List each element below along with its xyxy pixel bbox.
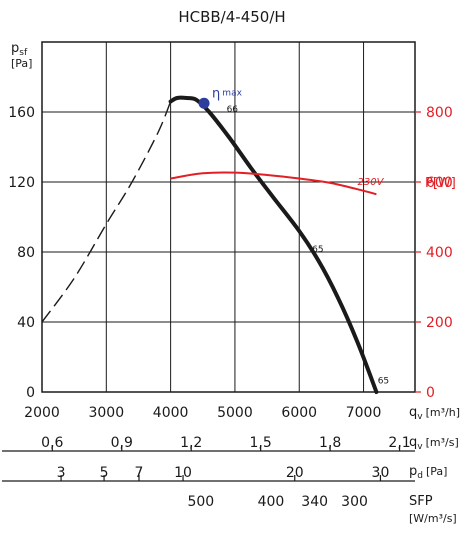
x-m3s-label-sub: v: [417, 442, 423, 452]
x-m3h-label-unit: [m³/h]: [426, 406, 460, 419]
x-sfp-tick-label: 500: [187, 494, 214, 510]
x-m3h-label-sub: v: [417, 412, 423, 422]
y-left-unit: [Pa]: [11, 57, 32, 70]
y-left-tick-label: 40: [17, 315, 35, 331]
x-m3h-tick-label: 7000: [346, 405, 382, 421]
x-pd-label-sub: d: [417, 471, 423, 481]
x-m3h-tick-label: 4000: [153, 405, 189, 421]
y-right-tick-labels: 0 200 400 600 800: [415, 105, 453, 401]
y-right-tick-label: 600: [426, 175, 453, 191]
x-pd-tick-label: 30: [372, 465, 390, 481]
x-axes: 2000 3000 4000 5000 6000 7000 qv [m³/h] 0,6 0,9…: [2, 405, 460, 525]
x-pd-label-unit: [Pa]: [426, 465, 447, 478]
x-axis-m3h: 2000 3000 4000 5000 6000 7000: [24, 405, 381, 421]
x-m3s-tick-label: 0,9: [111, 435, 133, 451]
x-sfp-tick-label: 340: [301, 494, 328, 510]
x-sfp-tick-label: 400: [258, 494, 285, 510]
x-axis-sfp-unit: [W/m³/s]: [409, 512, 457, 525]
eta-max-marker: [198, 97, 210, 109]
y-left-tick-label: 0: [26, 385, 35, 401]
x-pd-tick-label: 10: [174, 465, 192, 481]
y-right-tick-label: 400: [426, 245, 453, 261]
x-m3s-tick-label: 1,5: [250, 435, 272, 451]
y-right-tick-label: 0: [426, 385, 435, 401]
y-left-label: psf: [11, 41, 28, 58]
x-axis-sfp: 500 400 340 300: [187, 494, 367, 510]
series-line-power: [170, 171, 377, 196]
x-axis-m3h-label: qv [m³/h]: [409, 405, 460, 422]
efficiency-label: 66: [227, 105, 239, 115]
x-pd-tick-label: 3: [57, 465, 66, 481]
x-pd-tick-label: 5: [100, 465, 109, 481]
x-m3s-label-main: q: [409, 435, 417, 450]
x-m3s-label-unit: [m³/s]: [426, 436, 459, 449]
x-m3h-tick-label: 3000: [88, 405, 124, 421]
y-right-label: P[W]: [425, 176, 456, 191]
series-label: 230V: [358, 177, 385, 188]
x-m3s-tick-label: 1,2: [180, 435, 202, 451]
y-right-tick-label: 200: [426, 315, 453, 331]
plot-frame: [41, 41, 416, 393]
efficiency-label: 65: [378, 376, 389, 386]
series-group: 230V: [41, 95, 385, 394]
x-axis-m3s: 0,6 0,9 1,2 1,5 1,8 2,1: [41, 435, 411, 451]
y-left-tick-label: 160: [8, 105, 35, 121]
eta-max-label: η max: [212, 86, 243, 101]
x-m3h-tick-label: 5000: [217, 405, 253, 421]
eta-symbol: η: [212, 86, 220, 101]
x-axis-m3s-label: qv [m³/s]: [409, 435, 459, 452]
y-left-tick-label: 120: [8, 175, 35, 191]
x-m3s-tick-label: 2,1: [388, 435, 410, 451]
y-left-tick-label: 80: [17, 245, 35, 261]
eta-sub: max: [222, 88, 242, 98]
x-m3s-tick-label: 0,6: [41, 435, 63, 451]
x-axis-pd: 3 5 7 10 20 30: [57, 465, 390, 481]
x-m3h-tick-label: 2000: [24, 405, 60, 421]
y-left-label-main: p: [11, 41, 19, 56]
y-left-label-sub: sf: [19, 48, 28, 58]
y-left-tick-labels: 0 40 80 120 160: [8, 105, 35, 401]
x-axis-pd-label: pd [Pa]: [409, 464, 447, 481]
x-sfp-tick-label: 300: [341, 494, 368, 510]
series-line-pressure-operating: [168, 95, 379, 394]
efficiency-label: 65: [312, 245, 323, 255]
x-axis-sfp-label: SFP: [409, 494, 433, 509]
x-pd-label-main: p: [409, 464, 417, 479]
y-right-tick-label: 800: [426, 105, 453, 121]
x-m3h-tick-label: 6000: [281, 405, 317, 421]
chart-title: HCBB/4-450/H: [178, 8, 285, 26]
series-line-pressure-unstable: [41, 101, 172, 323]
x-m3h-label-main: q: [409, 405, 417, 420]
annotations: η max 66 65 65: [198, 86, 389, 386]
x-pd-tick-label: 7: [135, 465, 144, 481]
x-pd-tick-label: 20: [286, 465, 304, 481]
x-m3s-tick-label: 1,8: [319, 435, 341, 451]
